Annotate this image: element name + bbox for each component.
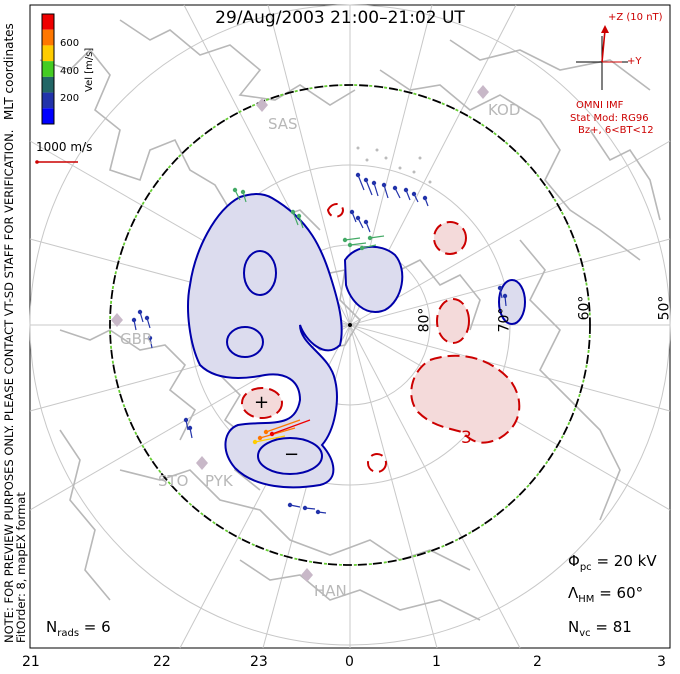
stat-lambda-hm-value: = 60° (594, 584, 644, 602)
stat-n-rads-value: = 6 (79, 618, 111, 636)
map-title: 29/Aug/2003 21:00–21:02 UT (215, 8, 465, 28)
imf-model-label: Stat Mod: RG96 (570, 113, 649, 124)
minus-symbol: − (284, 444, 300, 465)
mlt-label-21: 21 (22, 654, 40, 670)
velocity-colorbar (41, 13, 55, 125)
stat-lambda-hm-sub: HM (578, 594, 595, 605)
imf-condition-label: Bz+, 6<BT<12 (578, 125, 654, 136)
dusk-cell-outer (187, 193, 343, 489)
positive-contour-small-2 (367, 453, 387, 473)
dawn-cell-inner-1 (436, 298, 470, 344)
colorbar-tick-200: 200 (60, 93, 80, 104)
station-marker-sas (256, 98, 268, 112)
stat-phi-pc-sub: pc (579, 562, 592, 573)
station-marker-sto (196, 456, 208, 470)
latitude-label-60: 60° (576, 295, 593, 321)
colorbar-segment (42, 14, 54, 30)
dawn-cell-outer (410, 354, 521, 444)
stat-lambda-hm-symbol: Λ (568, 584, 579, 602)
mlt-label-2: 2 (533, 654, 542, 670)
positive-potential-cells (241, 203, 521, 473)
mlt-label-23: 23 (250, 654, 268, 670)
colorbar-segment (42, 76, 54, 93)
station-label-han: HAN (314, 582, 347, 600)
grey-data-dots (356, 146, 432, 184)
mlt-label-1: 1 (432, 654, 441, 670)
hm-boundary-circle (109, 84, 591, 566)
station-markers (111, 85, 489, 582)
dusk-cell-inner-3 (257, 437, 323, 475)
stat-phi-pc: Φpc = 20 kV (568, 552, 657, 573)
positive-contour-dusk (241, 387, 283, 419)
station-label-kod: KOD (488, 101, 521, 119)
reference-vector-origin (35, 160, 39, 164)
positive-contour-small-1 (326, 203, 345, 218)
station-label-sas: SAS (268, 115, 298, 133)
station-marker-gbr (111, 313, 123, 327)
stat-n-rads-symbol: N (46, 618, 58, 636)
latitude-label-70: 70° (496, 307, 513, 333)
stat-n-rads: Nrads = 6 (46, 618, 111, 639)
stat-n-rads-sub: rads (57, 628, 80, 639)
station-marker-kod (477, 85, 489, 99)
mlt-label-22: 22 (153, 654, 171, 670)
imf-z-label: +Z (10 nT) (608, 12, 663, 23)
dawn-cell-inner-2 (433, 221, 467, 255)
velocity-vectors (131, 172, 508, 515)
station-label-gbr: GBR (120, 330, 153, 348)
dusk-cell-inner-1 (243, 250, 277, 296)
stat-n-vc-symbol: N (568, 618, 580, 636)
colorbar-tick-600: 600 (60, 38, 80, 49)
imf-y-label: +Y (627, 56, 642, 67)
stat-lambda-hm: ΛHM = 60° (568, 584, 643, 605)
fit-order-label: FitOrder: 8, mapEX format (14, 492, 28, 643)
station-marker-han (301, 568, 313, 582)
station-label-pyk: PYK (205, 472, 233, 490)
plus-symbol: + (254, 392, 270, 413)
latitude-label-50: 50° (656, 295, 673, 321)
mlt-label-0: 0 (345, 654, 354, 670)
colorbar-frame (41, 13, 55, 125)
colorbar-segment (42, 61, 54, 77)
dawn-cell-small (498, 279, 526, 325)
colorbar-segment (42, 108, 54, 124)
stat-phi-pc-symbol: Φ (568, 552, 580, 570)
colorbar-segment (42, 29, 54, 46)
colorbar-segment (42, 92, 54, 109)
coordinates-label: MLT coordinates (2, 23, 16, 120)
latitude-label-80: 80° (416, 307, 433, 333)
negative-potential-cells (187, 193, 526, 489)
station-label-sto: STO (158, 472, 189, 490)
colorbar-tick-400: 400 (60, 66, 80, 77)
stat-n-vc: Nvc = 81 (568, 618, 632, 639)
imf-dial (576, 25, 628, 90)
reference-vector-label: 1000 m/s (36, 140, 93, 154)
colorbar-unit-label: Vel [m/s] (84, 47, 95, 92)
dusk-cell-inner-2 (226, 326, 264, 358)
stat-n-vc-sub: vc (579, 628, 591, 639)
stat-n-vc-value: = 81 (590, 618, 632, 636)
contour-value-label: 3 (461, 428, 472, 448)
colorbar-segment (42, 45, 54, 62)
dusk-cell-small (343, 245, 404, 313)
stat-phi-pc-value: = 20 kV (591, 552, 657, 570)
central-ring (348, 323, 352, 327)
mlt-label-3: 3 (657, 654, 666, 670)
imf-source-label: OMNI IMF (576, 100, 624, 111)
